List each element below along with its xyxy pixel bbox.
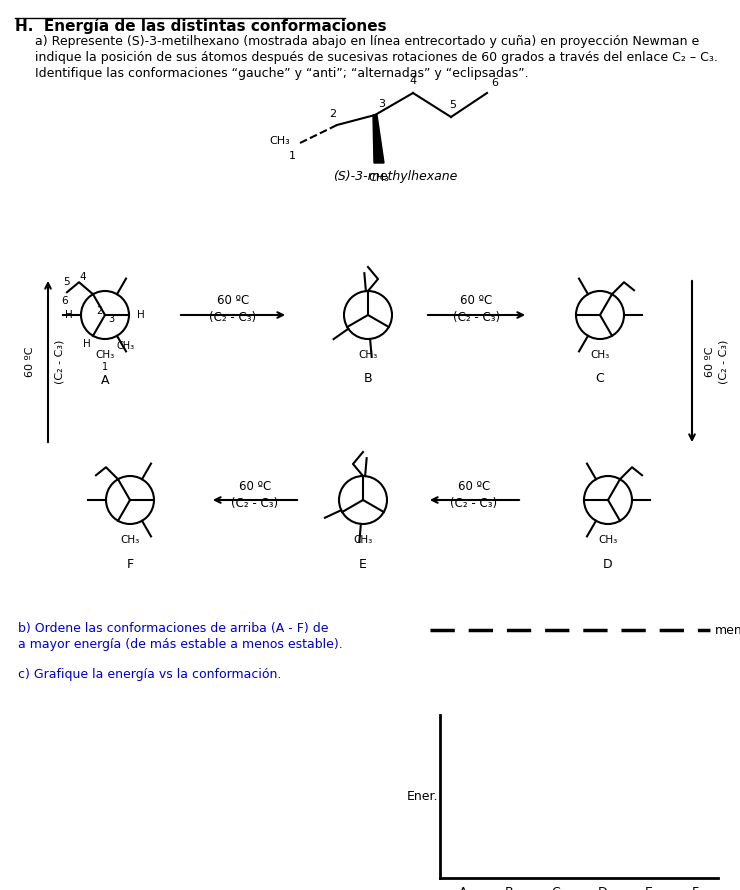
Text: Ener.: Ener. [406, 790, 438, 803]
Text: 2: 2 [96, 306, 102, 316]
Text: CH₃: CH₃ [599, 535, 618, 545]
Text: (C₂ - C₃): (C₂ - C₃) [719, 339, 729, 384]
Text: C: C [596, 373, 605, 385]
Text: 60 ºC: 60 ºC [705, 346, 715, 376]
Text: 60 ºC: 60 ºC [239, 480, 271, 492]
Text: Identifique las conformaciones “gauche” y “anti”; “alternadas” y “eclipsadas”.: Identifique las conformaciones “gauche” … [35, 67, 528, 80]
Text: 1: 1 [289, 151, 295, 161]
Text: CH₃: CH₃ [95, 350, 115, 360]
Text: A: A [459, 886, 468, 890]
Text: C: C [551, 886, 560, 890]
Text: menor: menor [715, 624, 740, 636]
Text: 3: 3 [378, 99, 386, 109]
Text: c) Grafique la energía vs la conformación.: c) Grafique la energía vs la conformació… [18, 668, 281, 681]
Text: (S)-3-methylhexane: (S)-3-methylhexane [333, 170, 457, 183]
Text: 5: 5 [64, 277, 70, 287]
Text: a) Represente (S)-3-metilhexano (mostrada abajo en línea entrecortado y cuña) en: a) Represente (S)-3-metilhexano (mostrad… [35, 35, 699, 48]
Text: indique la posición de sus átomos después de sucesivas rotaciones de 60 grados a: indique la posición de sus átomos despué… [35, 51, 718, 64]
Text: 6: 6 [61, 296, 68, 306]
Text: H.  Energía de las distintas conformaciones: H. Energía de las distintas conformacion… [15, 18, 386, 34]
Text: 4: 4 [409, 76, 417, 86]
Text: a mayor energía (de más estable a menos estable).: a mayor energía (de más estable a menos … [18, 638, 343, 651]
Text: F: F [691, 886, 699, 890]
Text: b) Ordene las conformaciones de arriba (A - F) de: b) Ordene las conformaciones de arriba (… [18, 622, 329, 635]
Text: B: B [505, 886, 514, 890]
Text: CH₃: CH₃ [117, 341, 135, 352]
Text: CH₃: CH₃ [269, 136, 290, 146]
Text: 3: 3 [108, 314, 114, 324]
Text: (C₂ - C₃): (C₂ - C₃) [209, 312, 257, 325]
Text: 60 ºC: 60 ºC [25, 346, 35, 376]
Text: (C₂ - C₃): (C₂ - C₃) [451, 497, 497, 509]
Text: H: H [137, 310, 145, 320]
Text: (C₂ - C₃): (C₂ - C₃) [232, 497, 278, 509]
Polygon shape [373, 115, 384, 163]
Text: H: H [65, 310, 73, 320]
Text: 60 ºC: 60 ºC [460, 295, 493, 308]
Text: F: F [127, 557, 133, 570]
Text: CH₃: CH₃ [591, 350, 610, 360]
Text: (C₂ - C₃): (C₂ - C₃) [453, 312, 500, 325]
Text: CH₃: CH₃ [121, 535, 140, 545]
Text: D: D [603, 557, 613, 570]
Text: A: A [101, 375, 110, 387]
Text: 60 ºC: 60 ºC [458, 480, 490, 492]
Text: CH₃: CH₃ [358, 350, 377, 360]
Text: 5: 5 [449, 100, 457, 110]
Text: 4: 4 [80, 272, 87, 282]
Text: 1: 1 [102, 362, 108, 372]
Text: (C₂ - C₃): (C₂ - C₃) [55, 339, 65, 384]
Text: B: B [363, 373, 372, 385]
Text: CH₃: CH₃ [369, 173, 389, 183]
Text: E: E [359, 557, 367, 570]
Text: E: E [645, 886, 653, 890]
Text: 6: 6 [491, 78, 499, 88]
Text: 2: 2 [329, 109, 337, 119]
Text: CH₃: CH₃ [354, 535, 373, 545]
Text: H: H [83, 339, 91, 350]
Text: D: D [597, 886, 607, 890]
Text: 60 ºC: 60 ºC [217, 295, 249, 308]
